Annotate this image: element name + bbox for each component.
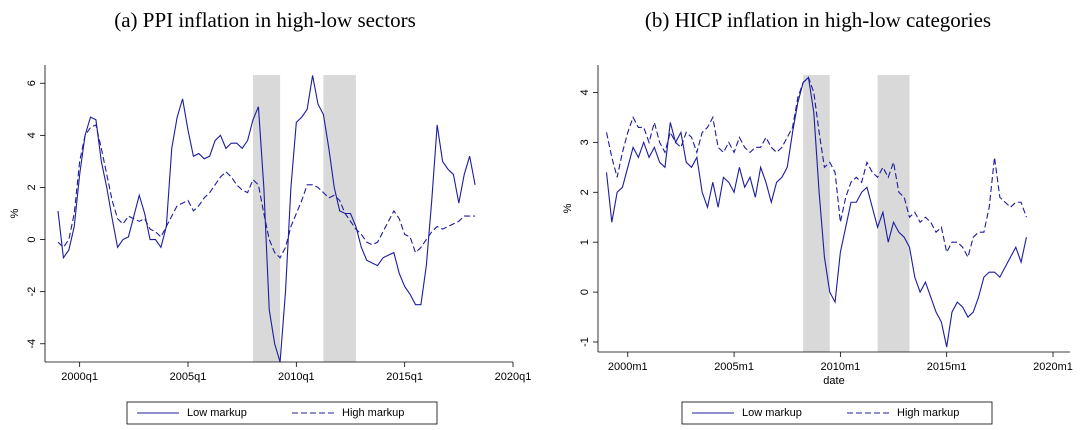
x-tick-label: 2010m1 [820,361,860,373]
data-line [605,76,1027,259]
data-line [605,76,1027,348]
x-tick-label: 2000q1 [61,371,98,383]
legend-label: Low markup [187,407,247,419]
y-tick-label: -1 [579,337,591,347]
y-tick-label: 6 [26,80,38,86]
chart-title: (b) HICP inflation in high-low categorie… [645,8,991,32]
y-axis-label: % [562,203,574,213]
y-tick-label: -2 [26,287,38,297]
legend-box [126,401,438,425]
x-tick-label: 2010q1 [278,371,315,383]
legend-label: High markup [897,407,959,419]
shaded-band [253,75,281,362]
y-tick-label: 1 [579,239,591,245]
y-tick-label: 4 [579,89,591,95]
shaded-band [323,75,356,362]
y-tick-label: 0 [579,289,591,295]
x-axis-label: date [823,375,844,387]
x-tick-label: 2015m1 [927,361,967,373]
x-tick-label: 2020m1 [1033,361,1073,373]
shaded-band [803,75,830,352]
x-tick-label: 2020q1 [495,371,532,383]
y-tick-label: 3 [579,139,591,145]
y-tick-label: 2 [579,189,591,195]
legend-label: Low markup [742,407,802,419]
y-tick-label: 0 [26,236,38,242]
data-line [57,124,476,259]
legend-box [681,401,993,425]
y-tick-label: -4 [26,339,38,349]
x-tick-label: 2000m1 [608,361,648,373]
x-tick-label: 2005q1 [170,371,207,383]
chart-title: (a) PPI inflation in high-low sectors [114,8,416,32]
legend-label: High markup [342,407,404,419]
y-tick-label: 2 [26,184,38,190]
y-axis-label: % [9,208,21,218]
x-tick-label: 2005m1 [714,361,754,373]
data-line [57,75,476,363]
y-tick-label: 4 [26,132,38,138]
x-tick-label: 2015q1 [386,371,423,383]
